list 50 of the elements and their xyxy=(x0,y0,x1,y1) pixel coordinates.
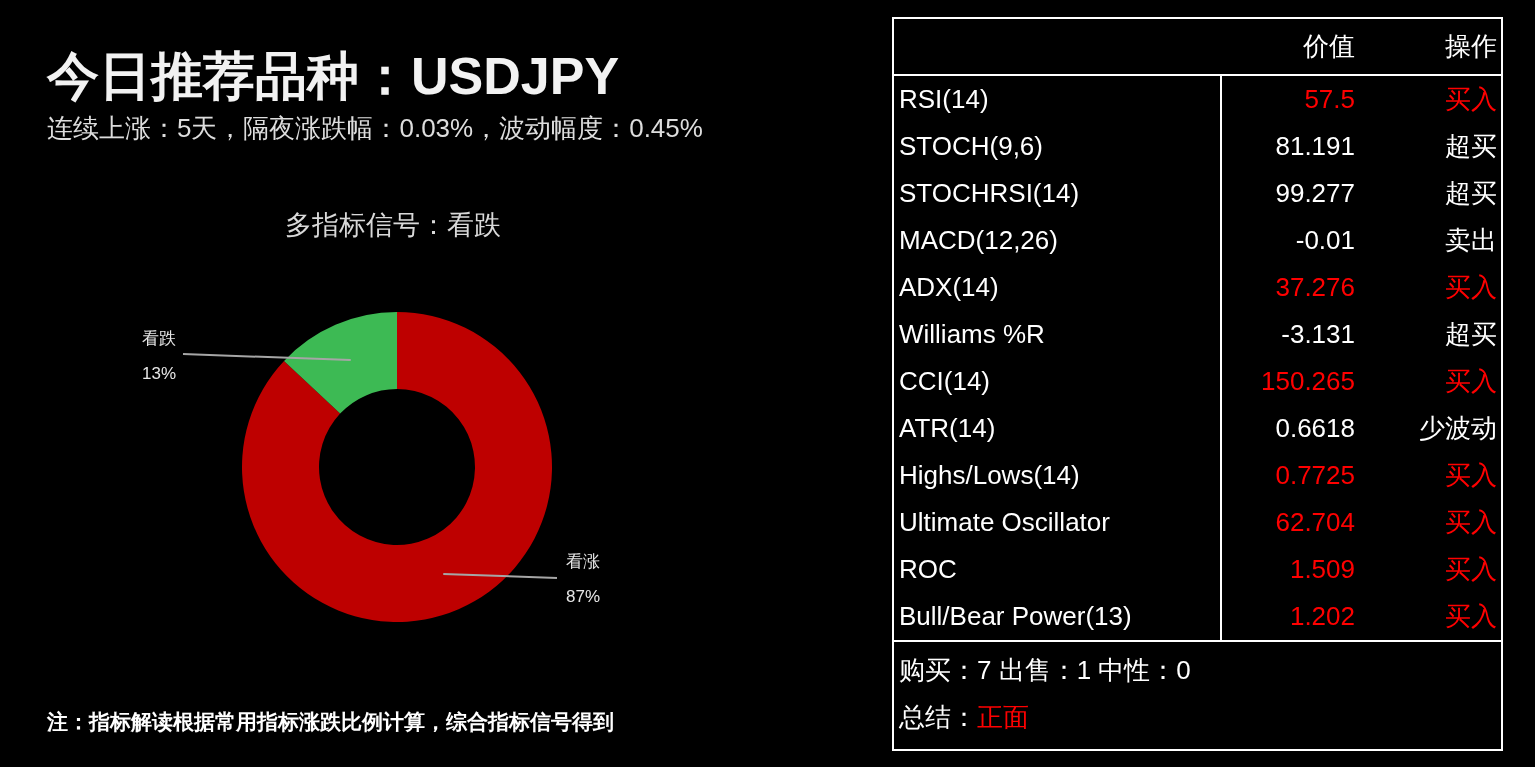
category-label: STOCH(9,6) xyxy=(899,131,1043,162)
data-label: 87% xyxy=(566,587,601,607)
category-label: 买入 xyxy=(1445,507,1497,537)
category-label: ROC xyxy=(899,554,957,585)
slice-label: 看跌 xyxy=(142,328,176,348)
category-label: 超买 xyxy=(1445,319,1497,349)
category-label: ATR(14) xyxy=(899,413,996,444)
category-label: Ultimate Oscillator xyxy=(899,507,1110,538)
data-label: 99.277 xyxy=(1274,178,1355,209)
category-label: RSI(14) xyxy=(899,84,989,115)
text: 购买：7 出售：1 中性：0 xyxy=(899,654,1191,687)
data-label: 150.265 xyxy=(1260,366,1355,397)
category-label: 买入 xyxy=(1445,460,1497,490)
category-label: 买入 xyxy=(1445,272,1497,302)
data-label: 1.202 xyxy=(1288,601,1355,632)
category-label: STOCHRSI(14) xyxy=(899,178,1080,209)
category-label: MACD(12,26) xyxy=(899,225,1058,256)
data-label: 62.704 xyxy=(1274,507,1355,538)
category-label: ADX(14) xyxy=(899,272,999,303)
data-label: 37.276 xyxy=(1274,272,1355,303)
data-label: -0.01 xyxy=(1294,225,1355,256)
category-label: Highs/Lows(14) xyxy=(899,460,1080,491)
donut-slice xyxy=(242,312,552,622)
data-label: 81.191 xyxy=(1274,131,1355,162)
category-label: 买入 xyxy=(1445,366,1497,396)
data-label: 0.7725 xyxy=(1274,460,1355,491)
data-label: 57.5 xyxy=(1303,84,1355,115)
category-label: 买入 xyxy=(1445,601,1497,631)
data-label: 1.509 xyxy=(1288,554,1355,585)
category-label: Williams %R xyxy=(899,319,1045,350)
category-label: 买入 xyxy=(1445,554,1497,584)
category-label: 买入 xyxy=(1445,84,1497,114)
text: 今日推荐品种：USDJPY xyxy=(47,47,620,105)
chart-title: 多指标信号：看跌 xyxy=(284,210,501,240)
text: 连续上涨：5天，隔夜涨跌幅：0.03%，波动幅度：0.45% xyxy=(47,113,703,143)
slice-label: 看涨 xyxy=(566,552,600,572)
category-label: 超买 xyxy=(1445,131,1497,161)
data-label: -3.131 xyxy=(1280,319,1355,350)
data-label: 13% xyxy=(141,363,176,383)
category-label: Bull/Bear Power(13) xyxy=(899,601,1132,632)
category-label: CCI(14) xyxy=(899,366,991,397)
text: 总结：正面 xyxy=(899,702,1029,732)
data-label: 0.6618 xyxy=(1274,413,1355,444)
category-label: 卖出 xyxy=(1445,225,1497,255)
text: 操作 xyxy=(1445,31,1497,61)
text: 价值 xyxy=(1303,31,1355,61)
text: 注：指标解读根据常用指标涨跌比例计算，综合指标信号得到 xyxy=(47,710,614,733)
category-label: 少波动 xyxy=(1419,413,1497,443)
category-label: 超买 xyxy=(1445,178,1497,208)
donut-slice xyxy=(284,312,397,414)
